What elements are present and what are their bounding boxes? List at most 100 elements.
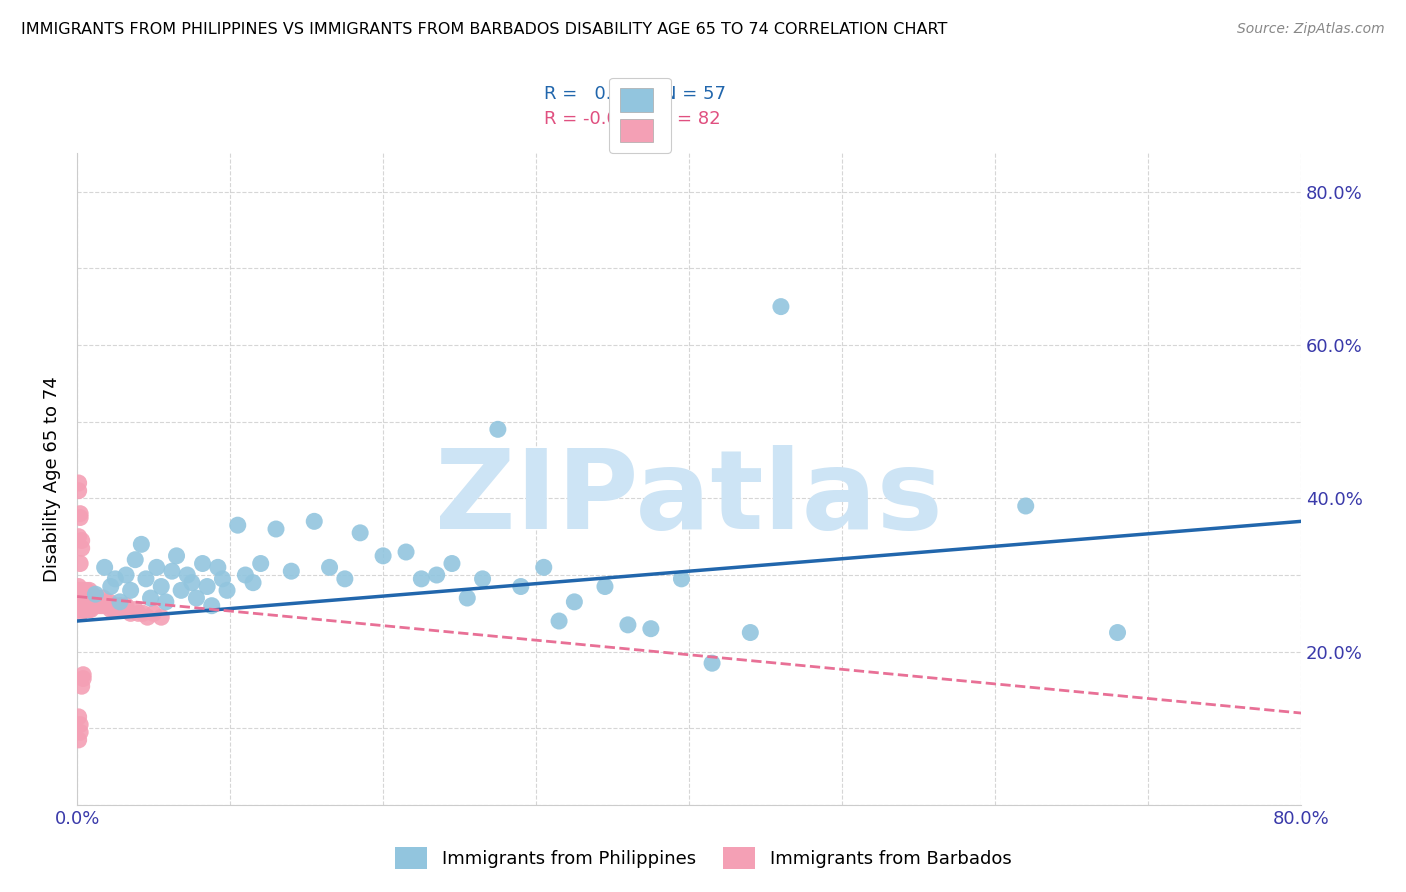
Point [73,602,96,616]
Point [84,591,107,605]
Point [90,599,112,613]
Point [87,599,110,613]
Point [548,614,571,628]
Point [75,599,97,613]
Point [132,607,155,621]
Point [195,580,218,594]
Point [191,557,214,571]
Point [115,599,138,613]
Point [67,732,90,747]
Point [69,607,91,621]
Point [249,557,271,571]
Point [617,618,640,632]
Point [104,572,127,586]
Point [124,552,146,566]
Point [426,568,449,582]
Point [97,599,120,613]
Point [671,572,693,586]
Point [127,607,149,621]
Point [84,587,107,601]
Point [67,602,90,616]
Point [72,591,94,605]
Point [411,572,433,586]
Point [333,572,356,586]
Point [139,591,162,605]
Point [73,591,96,605]
Point [186,591,208,605]
Point [349,525,371,540]
Point [75,583,97,598]
Point [70,679,93,693]
Point [180,575,202,590]
Text: Source: ZipAtlas.com: Source: ZipAtlas.com [1237,22,1385,37]
Point [440,557,463,571]
Point [100,602,122,616]
Point [155,595,177,609]
Point [100,580,122,594]
Point [76,587,98,601]
Point [86,591,108,605]
Point [593,580,616,594]
Point [67,595,90,609]
Point [456,591,478,605]
Point [509,580,531,594]
Point [207,560,229,574]
Point [70,591,93,605]
Point [176,568,198,582]
Point [72,667,94,681]
Point [67,710,90,724]
Point [73,587,96,601]
Point [84,599,107,613]
Point [103,602,125,616]
Point [72,599,94,613]
Y-axis label: Disability Age 65 to 74: Disability Age 65 to 74 [44,376,60,582]
Point [93,560,115,574]
Point [242,575,264,590]
Point [280,564,302,578]
Point [76,595,98,609]
Point [170,583,193,598]
Text: ZIPatlas: ZIPatlas [436,445,943,552]
Point [226,518,249,533]
Point [82,599,104,613]
Point [145,560,167,574]
Point [83,595,105,609]
Point [124,602,146,616]
Point [93,599,115,613]
Point [160,564,183,578]
Point [70,595,93,609]
Point [72,672,94,686]
Point [371,549,394,563]
Point [69,510,91,524]
Point [104,599,127,613]
Point [91,591,114,605]
Point [201,599,224,613]
Point [70,533,93,548]
Point [86,595,108,609]
Point [67,580,90,594]
Text: IMMIGRANTS FROM PHILIPPINES VS IMMIGRANTS FROM BARBADOS DISABILITY AGE 65 TO 74 : IMMIGRANTS FROM PHILIPPINES VS IMMIGRANT… [21,22,948,37]
Point [740,625,762,640]
Point [111,602,134,616]
Point [76,591,98,605]
Point [131,537,153,551]
Point [105,602,128,616]
Point [1107,625,1129,640]
Point [67,483,90,498]
Point [150,580,173,594]
Point [150,610,173,624]
Point [80,587,103,601]
Point [211,572,233,586]
Point [564,595,586,609]
Point [304,514,326,528]
Point [486,422,509,436]
Point [264,522,287,536]
Point [79,602,101,616]
Point [76,602,98,616]
Point [115,568,138,582]
Point [67,475,90,490]
Point [70,583,93,598]
Point [75,602,97,616]
Point [700,657,723,671]
Point [75,591,97,605]
